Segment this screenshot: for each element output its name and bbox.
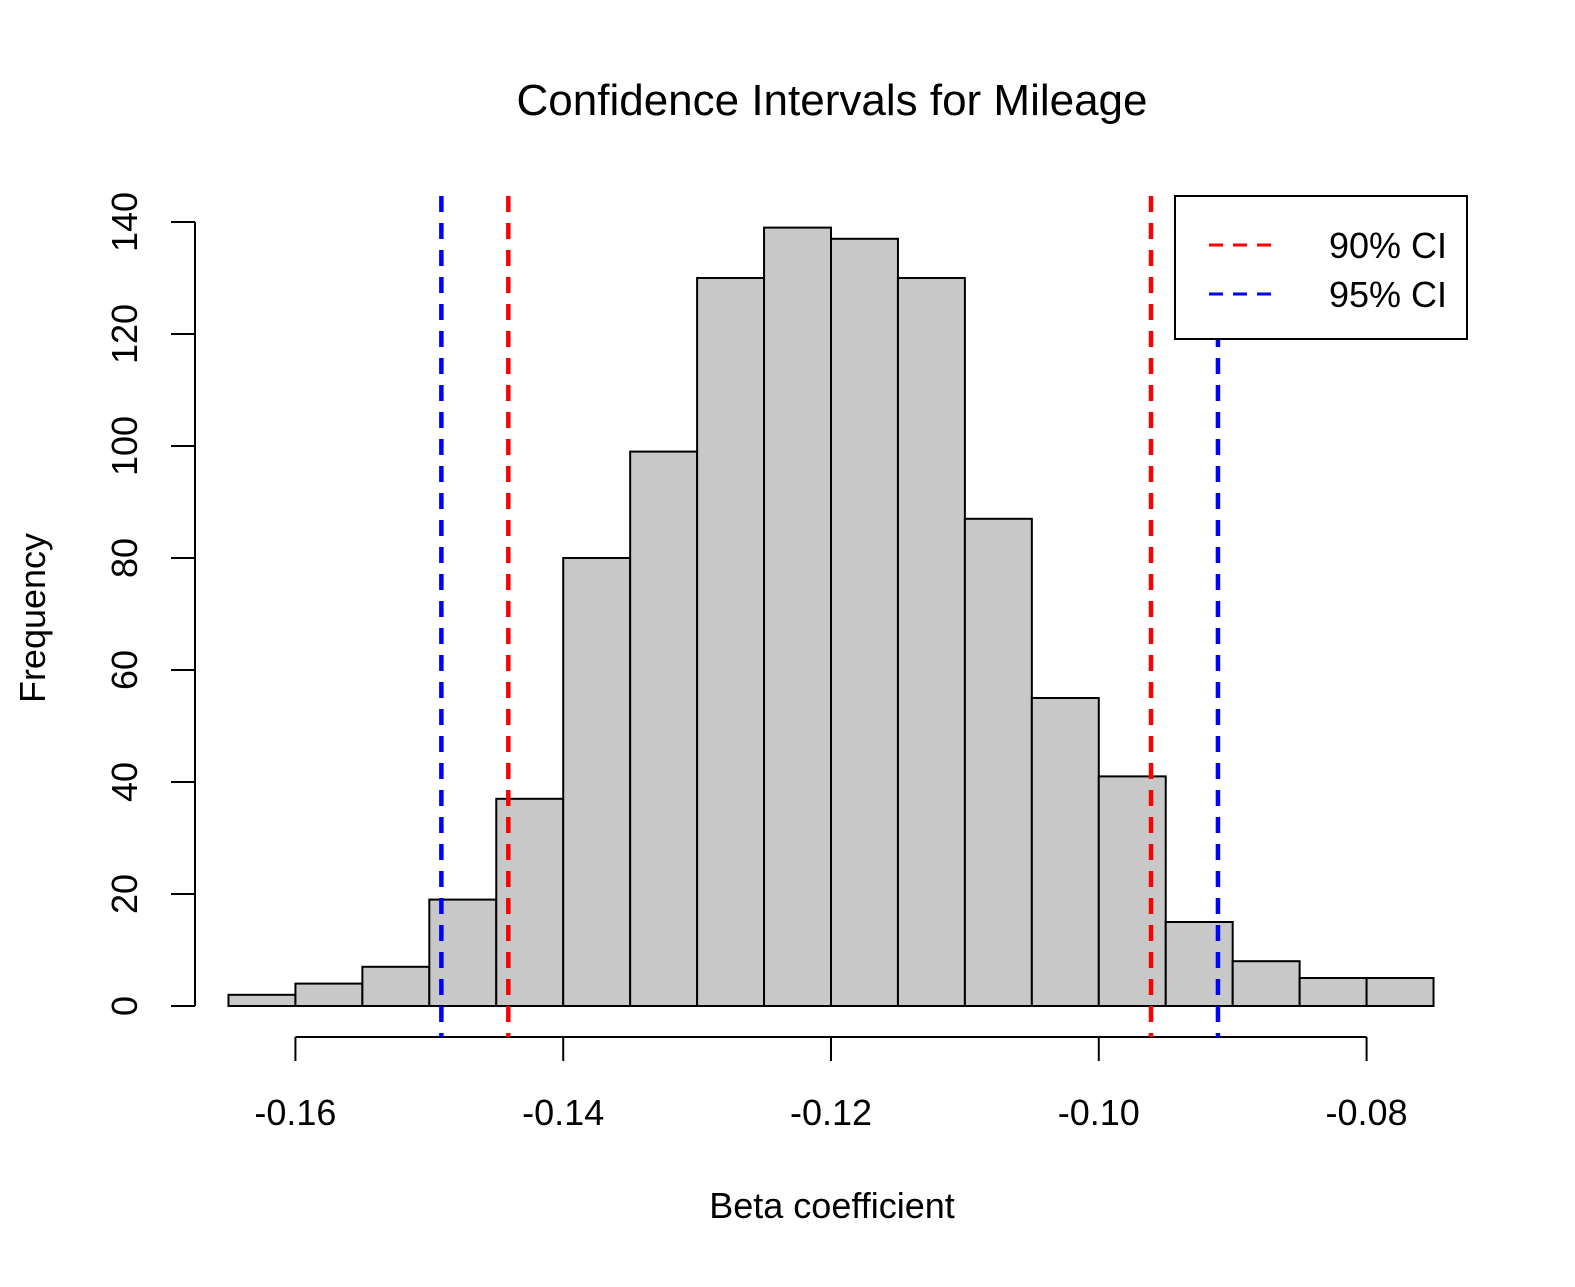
x-tick-label: -0.08 (1326, 1092, 1408, 1133)
histogram-bars (227, 226, 1435, 1008)
histogram-bar (1298, 977, 1368, 1007)
chart-title: Confidence Intervals for Mileage (517, 76, 1148, 125)
y-tick-label: 80 (104, 538, 145, 578)
x-axis-label: Beta coefficient (709, 1185, 955, 1226)
legend-label: 95% CI (1329, 274, 1447, 315)
histogram-bar (696, 277, 766, 1007)
legend-box (1174, 195, 1468, 340)
y-tick-label: 120 (104, 304, 145, 364)
histogram-bar (896, 277, 966, 1007)
y-tick-label: 60 (104, 650, 145, 690)
x-axis: -0.16 -0.14 -0.12 -0.10 -0.08 (254, 1036, 1408, 1133)
histogram-bar (1164, 921, 1234, 1007)
histogram-bar (361, 965, 431, 1007)
y-axis: 0 20 40 60 80 100 120 140 (104, 192, 196, 1016)
y-tick-label: 140 (104, 192, 145, 252)
histogram-bar (1030, 697, 1100, 1007)
legend: 90% CI 95% CI (1174, 195, 1468, 340)
histogram-bar (629, 450, 699, 1008)
histogram-bar (562, 557, 632, 1007)
x-tick-label: -0.16 (254, 1092, 336, 1133)
x-tick-label: -0.10 (1058, 1092, 1140, 1133)
x-tick-label: -0.14 (522, 1092, 604, 1133)
y-tick-label: 100 (104, 416, 145, 476)
y-tick-label: 20 (104, 874, 145, 914)
y-axis-label: Frequency (12, 533, 53, 703)
legend-label: 90% CI (1329, 225, 1447, 266)
x-tick-label: -0.12 (790, 1092, 872, 1133)
histogram-bar (294, 982, 364, 1007)
histogram-bar (1231, 960, 1301, 1008)
histogram-bar (830, 237, 899, 1008)
histogram-bar (227, 993, 297, 1007)
histogram-bar (1097, 775, 1167, 1008)
histogram-bar (1365, 977, 1435, 1007)
histogram-bar (963, 517, 1033, 1007)
y-tick-label: 0 (104, 996, 145, 1016)
y-tick-label: 40 (104, 762, 145, 802)
histogram-bar (763, 226, 832, 1008)
